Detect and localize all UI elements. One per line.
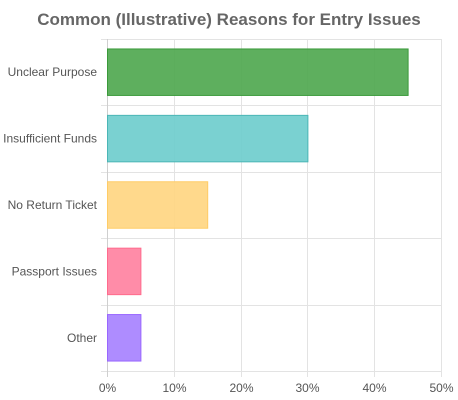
category-label: No Return Ticket (8, 198, 98, 212)
x-tick-label: 10% (162, 381, 186, 395)
x-axis-ticks: 0% 10% 20% 30% 40% 50% (99, 381, 454, 395)
category-label: Unclear Purpose (8, 65, 98, 79)
bar (107, 181, 209, 229)
category-label: Insufficient Funds (3, 132, 97, 146)
x-tick-label: 30% (295, 381, 319, 395)
category-label: Other (67, 331, 97, 345)
bar (107, 114, 309, 163)
category-labels: Unclear Purpose Insufficient Funds No Retu… (3, 65, 98, 345)
bars (107, 48, 409, 362)
category-label: Passport Issues (12, 264, 97, 278)
bar (107, 314, 142, 362)
bar (107, 247, 142, 296)
chart-title: Common (Illustrative) Reasons for Entry … (37, 10, 421, 29)
bar (107, 48, 409, 96)
x-tick-label: 50% (429, 381, 453, 395)
x-tick-label: 0% (99, 381, 117, 395)
x-tick-label: 20% (229, 381, 253, 395)
x-tick-label: 40% (362, 381, 386, 395)
